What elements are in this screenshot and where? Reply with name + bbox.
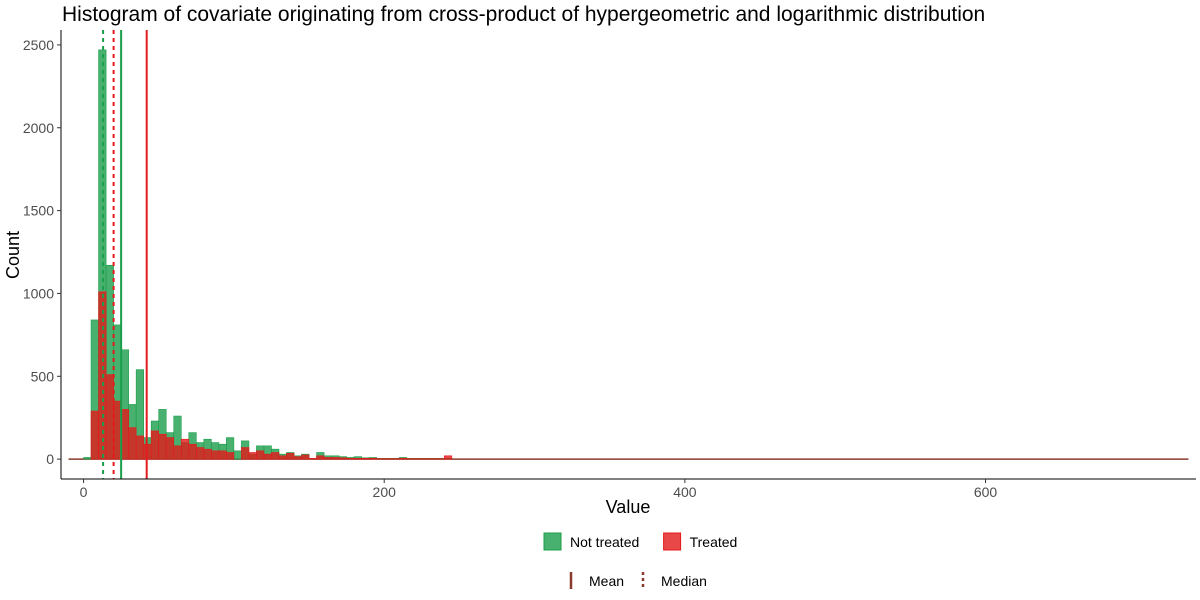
legend-key-treated — [663, 532, 682, 551]
histogram-bar — [150, 430, 160, 460]
histogram-bar — [383, 458, 393, 460]
y-axis-title: Count — [3, 231, 23, 279]
histogram-bar — [301, 454, 310, 460]
histogram-bar — [158, 433, 167, 460]
histogram-bar — [128, 427, 137, 460]
histogram-bar — [226, 452, 235, 460]
legend-key-not-treated — [543, 532, 562, 551]
histogram-bar — [248, 452, 257, 460]
histogram-bar — [346, 457, 355, 460]
histogram-bar — [188, 443, 197, 460]
histogram-bar — [278, 455, 287, 460]
histogram-bar — [195, 447, 205, 460]
histogram-bar — [316, 455, 325, 460]
histogram-bar — [391, 458, 400, 460]
histogram-bar — [398, 457, 408, 460]
histogram-bar — [113, 400, 122, 460]
histogram-bar — [120, 409, 129, 460]
histogram-bar — [218, 450, 227, 460]
histogram-bar — [256, 450, 265, 460]
x-axis-title: Value — [606, 497, 651, 517]
histogram-bar — [444, 455, 453, 460]
x-tick-label: 0 — [80, 484, 88, 500]
histogram-bar — [436, 458, 445, 460]
histogram-bar — [413, 458, 423, 460]
histogram-bar — [233, 450, 242, 460]
histogram-bar — [308, 457, 317, 460]
legend-linetype: Mean Median — [569, 572, 707, 589]
x-axis-ticks: 0 200 400 600 — [80, 479, 998, 500]
histogram-bar — [406, 458, 415, 460]
histogram-bar — [421, 458, 430, 460]
y-tick-label: 0 — [46, 451, 54, 467]
histogram-bar — [338, 457, 347, 460]
y-tick-label: 2500 — [23, 37, 54, 53]
plot-area — [68, 30, 1189, 479]
histogram-bar — [241, 447, 250, 460]
x-tick-label: 400 — [673, 484, 697, 500]
histogram-bar — [331, 457, 340, 460]
histogram-bar — [165, 437, 175, 460]
y-tick-label: 2000 — [23, 120, 54, 136]
histogram-bar — [83, 457, 92, 460]
histogram-bar — [105, 374, 114, 460]
histogram-bar — [271, 452, 280, 460]
y-tick-label: 1500 — [23, 203, 54, 219]
chart-title: Histogram of covariate originating from … — [62, 3, 985, 26]
legend-label: Treated — [690, 534, 738, 550]
histogram-bar — [90, 410, 99, 460]
histogram-bar — [368, 457, 377, 460]
x-tick-label: 600 — [974, 484, 998, 500]
histogram-bar — [323, 457, 332, 460]
histogram-bar — [293, 456, 302, 460]
legend-label: Median — [661, 573, 707, 589]
histogram-bar — [286, 453, 295, 460]
legend-label: Not treated — [570, 534, 639, 550]
histogram-bar — [376, 458, 385, 460]
histogram-bar — [263, 453, 272, 460]
histogram-bar — [173, 445, 182, 460]
series-not-treated — [83, 49, 453, 460]
histogram-bar — [135, 435, 144, 460]
series-treated — [90, 291, 453, 460]
histogram-bar — [203, 448, 212, 460]
legend-fill: Not treated Treated — [543, 532, 738, 551]
y-axis-ticks: 0 500 1000 1500 2000 2500 — [23, 37, 61, 467]
y-tick-label: 500 — [31, 368, 55, 384]
legend-label: Mean — [589, 573, 624, 589]
histogram-bar — [180, 438, 190, 460]
histogram-bar — [211, 450, 220, 460]
histogram-bar — [361, 457, 370, 460]
y-tick-label: 1000 — [23, 285, 54, 301]
histogram-bar — [429, 458, 438, 460]
x-tick-label: 200 — [373, 484, 397, 500]
histogram-bar — [353, 457, 362, 460]
